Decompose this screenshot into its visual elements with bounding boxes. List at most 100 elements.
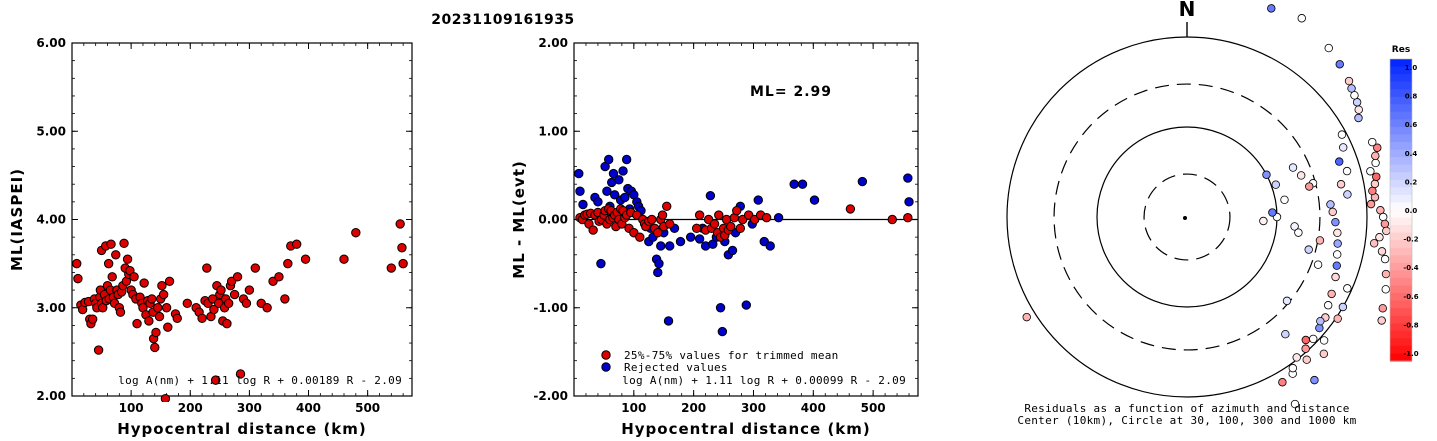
station-residual-point — [1315, 323, 1324, 333]
polar-residual-map: N Residuals as a function of azimuth and … — [1006, 0, 1419, 427]
colorbar-segment — [1390, 126, 1412, 136]
legend-swatch-trimmed — [601, 350, 611, 360]
rejected-point — [603, 154, 614, 165]
rejected-point — [665, 241, 675, 251]
colorbar-segment — [1390, 270, 1412, 279]
data-point — [210, 375, 221, 385]
colorbar-segment — [1390, 240, 1412, 249]
station-residual-point — [1336, 180, 1346, 189]
rejected-point — [663, 316, 674, 326]
data-points — [72, 219, 408, 402]
station-residual-point — [1377, 316, 1386, 325]
data-point — [209, 304, 219, 315]
rejected-point — [904, 197, 914, 207]
trimmed-point — [665, 219, 675, 229]
colorbar-segment — [1390, 338, 1412, 347]
y-tick-label: -2.00 — [533, 389, 568, 403]
data-point — [222, 318, 232, 329]
data-point — [291, 239, 302, 249]
station-residual-point — [1327, 289, 1336, 299]
station-residual-point — [1022, 312, 1031, 322]
colorbar-segment — [1390, 104, 1412, 113]
trimmed-point — [691, 223, 702, 234]
trimmed-point — [761, 213, 772, 223]
data-point — [351, 228, 361, 238]
data-point — [395, 219, 405, 229]
station-residual-point — [1331, 272, 1340, 282]
y-tick-label: 2.00 — [538, 36, 568, 50]
data-point — [172, 313, 182, 324]
colorbar-segment — [1390, 308, 1412, 317]
data-point — [386, 263, 397, 273]
station-residual-point — [1278, 378, 1287, 387]
data-point — [147, 294, 157, 304]
station-residual-point — [1268, 208, 1277, 217]
legend-label-rejected: Rejected values — [624, 361, 728, 374]
rejected-point — [765, 241, 775, 251]
station-residual-point — [1342, 166, 1352, 176]
data-point — [103, 258, 114, 269]
station-residual-point — [1368, 186, 1377, 196]
north-label: N — [1179, 0, 1196, 21]
x-tick-label: 200 — [681, 401, 706, 415]
colorbar-segment — [1390, 59, 1412, 68]
rejected-point — [593, 197, 603, 207]
trimmed-point — [653, 228, 663, 238]
rejected-point — [857, 176, 868, 187]
rejected-point — [621, 154, 632, 165]
colorbar-segment — [1390, 149, 1412, 158]
station-residual-point — [1338, 302, 1348, 312]
x-tick-label: 400 — [801, 401, 826, 415]
distance-ring — [1096, 126, 1278, 308]
station-residual-point — [1371, 151, 1380, 161]
station-residual-point — [1371, 158, 1380, 168]
plot-frame — [71, 42, 413, 397]
colorbar-segment — [1390, 262, 1412, 271]
data-point — [274, 272, 284, 282]
rejected-point — [609, 190, 620, 200]
formula-label: log A(nm) + 1.11 log R + 0.00189 R - 2.0… — [118, 374, 402, 387]
rejected-point — [614, 175, 624, 185]
data-point — [150, 342, 160, 353]
residual-vs-distance-panel: -2.00 -1.00 0.00 1.00 2.00 100 200 300 400 500 Hyp… — [510, 36, 919, 438]
data-point — [115, 307, 126, 317]
legend-label-trimmed: 25%-75% values for trimmed mean — [624, 349, 839, 362]
data-point — [300, 254, 311, 264]
ml-vs-distance-panel: 2.00 3.00 4.00 5.00 6.00 100 200 300 400 500 Hypoc… — [8, 36, 413, 438]
data-point — [151, 327, 161, 338]
y-tick-label: -1.00 — [533, 301, 568, 315]
station-residual-point — [1294, 228, 1303, 237]
y-tick-label: 3.00 — [36, 301, 66, 315]
rejected-point — [903, 173, 913, 183]
ml-value-label: ML= 2.99 — [750, 84, 832, 100]
station-residual-point — [1301, 344, 1310, 353]
y-tick-label: 5.00 — [36, 124, 66, 138]
colorbar-segment — [1390, 225, 1412, 234]
x-tick-label: 500 — [355, 401, 380, 415]
station-residual-point — [1267, 4, 1276, 13]
x-tick-label: 100 — [119, 401, 144, 415]
colorbar-segment — [1390, 119, 1412, 128]
data-point — [283, 258, 293, 269]
rejected-point — [578, 199, 588, 210]
station-residual-point — [1354, 105, 1363, 114]
formula-label: log A(nm) + 1.11 log R + 0.00099 R - 2.0… — [622, 374, 906, 387]
rejected-point — [620, 192, 630, 203]
data-point — [398, 258, 408, 269]
rejected-point — [727, 245, 738, 256]
colorbar-segment — [1390, 345, 1412, 355]
x-tick-label: 300 — [237, 401, 262, 415]
colorbar-segment — [1390, 142, 1412, 151]
colorbar-segment — [1390, 202, 1412, 211]
station-residual-point — [1335, 60, 1344, 69]
station-residual-point — [1315, 236, 1325, 245]
rejected-point — [675, 236, 686, 247]
data-point — [202, 263, 212, 273]
trimmed-point — [657, 210, 668, 220]
trimmed-point — [714, 210, 724, 220]
colorbar-segment — [1390, 285, 1412, 294]
legend-swatch-rejected — [601, 362, 611, 372]
colorbar-segment — [1390, 323, 1412, 332]
trimmed-point — [726, 221, 736, 232]
colorbar-segment — [1390, 300, 1412, 309]
